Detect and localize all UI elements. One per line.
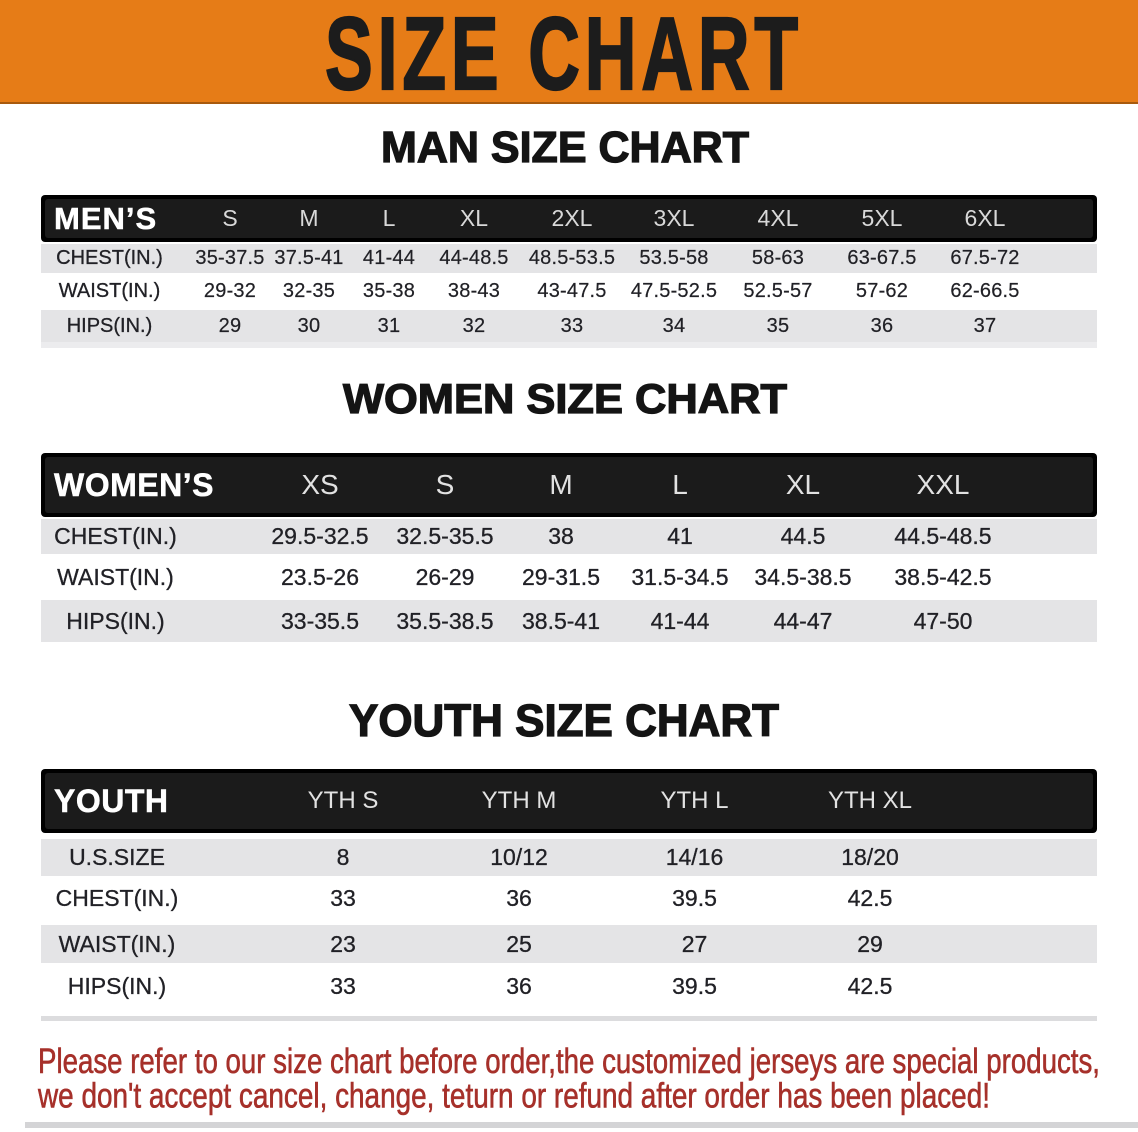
svg-text:YOUTH SIZE CHART: YOUTH SIZE CHART: [349, 695, 779, 745]
svg-text:we don't accept cancel, change: we don't accept cancel, change, teturn o…: [37, 1077, 990, 1116]
svg-text:SIZE CHART: SIZE CHART: [325, 6, 803, 104]
svg-text:WOMEN SIZE CHART: WOMEN SIZE CHART: [343, 375, 787, 422]
svg-text:Please refer to our size chart: Please refer to our size chart before or…: [38, 1042, 1100, 1081]
svg-text:MAN SIZE CHART: MAN SIZE CHART: [381, 123, 749, 172]
